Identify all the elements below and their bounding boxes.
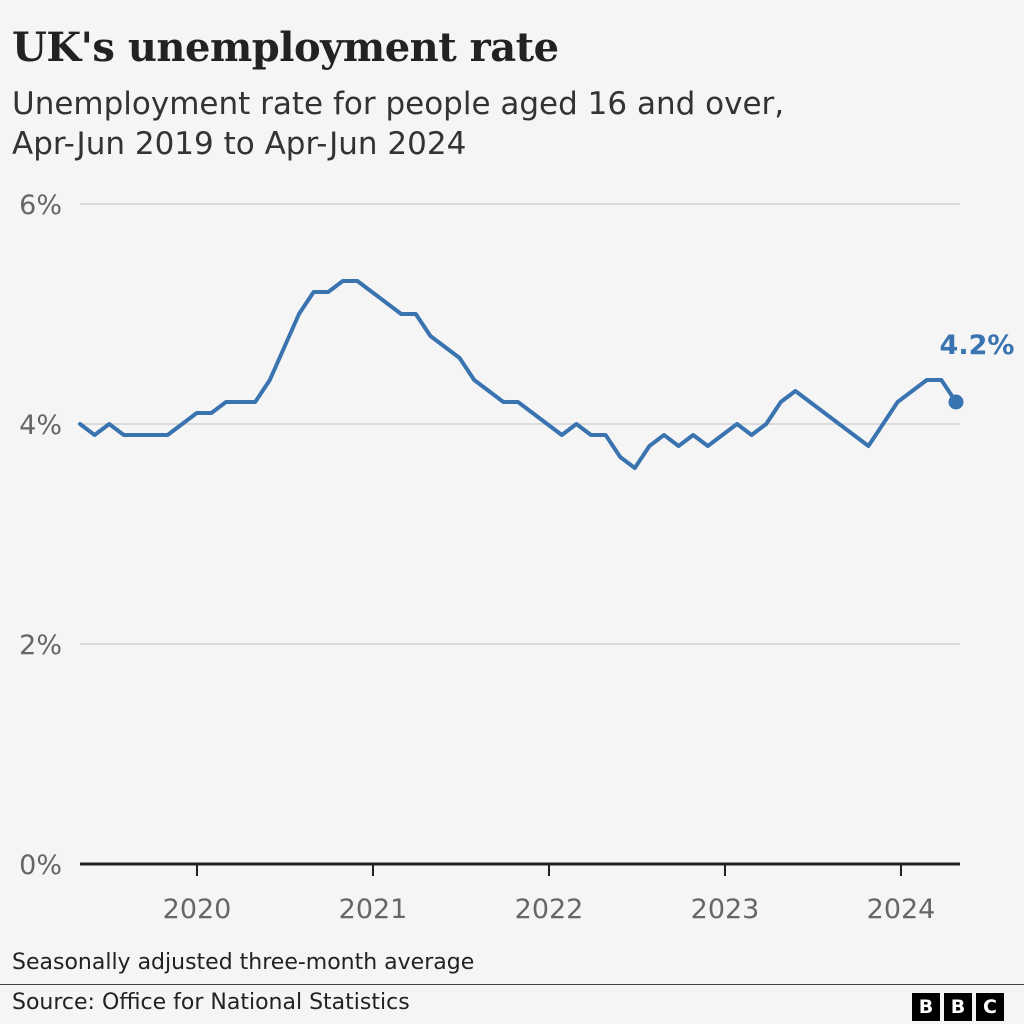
subtitle-line-2: Apr-Jun 2019 to Apr-Jun 2024: [12, 126, 467, 162]
latest-value-marker: [948, 394, 964, 410]
y-tick-label: 4%: [19, 410, 62, 441]
bbc-logo-letter-2: B: [944, 993, 972, 1021]
chart-title: UK's unemployment rate: [12, 24, 559, 71]
source-credit: Source: Office for National Statistics: [12, 990, 410, 1015]
line-chart: 0% 2% 4% 6% 2020 2021 2022 2023 2024 4.2%: [19, 190, 1015, 925]
bbc-logo: B B C: [912, 993, 1004, 1021]
bbc-logo-letter-1: B: [912, 993, 940, 1021]
chart-note: Seasonally adjusted three-month average: [12, 950, 475, 975]
y-tick-label: 6%: [19, 190, 62, 221]
x-tick-label: 2023: [691, 894, 760, 925]
chart-subtitle: Unemployment rate for people aged 16 and…: [12, 84, 1012, 164]
latest-value-label: 4.2%: [940, 330, 1015, 361]
bbc-logo-letter-3: C: [976, 993, 1004, 1021]
x-tick-label: 2022: [515, 894, 584, 925]
y-tick-label: 0%: [19, 850, 62, 881]
subtitle-line-1: Unemployment rate for people aged 16 and…: [12, 86, 785, 122]
x-tick-label: 2021: [339, 894, 408, 925]
x-tick-label: 2024: [867, 894, 936, 925]
unemployment-series-line: [78, 279, 958, 470]
y-tick-label: 2%: [19, 630, 62, 661]
footer-divider: [0, 984, 1024, 985]
x-tick-label: 2020: [163, 894, 232, 925]
